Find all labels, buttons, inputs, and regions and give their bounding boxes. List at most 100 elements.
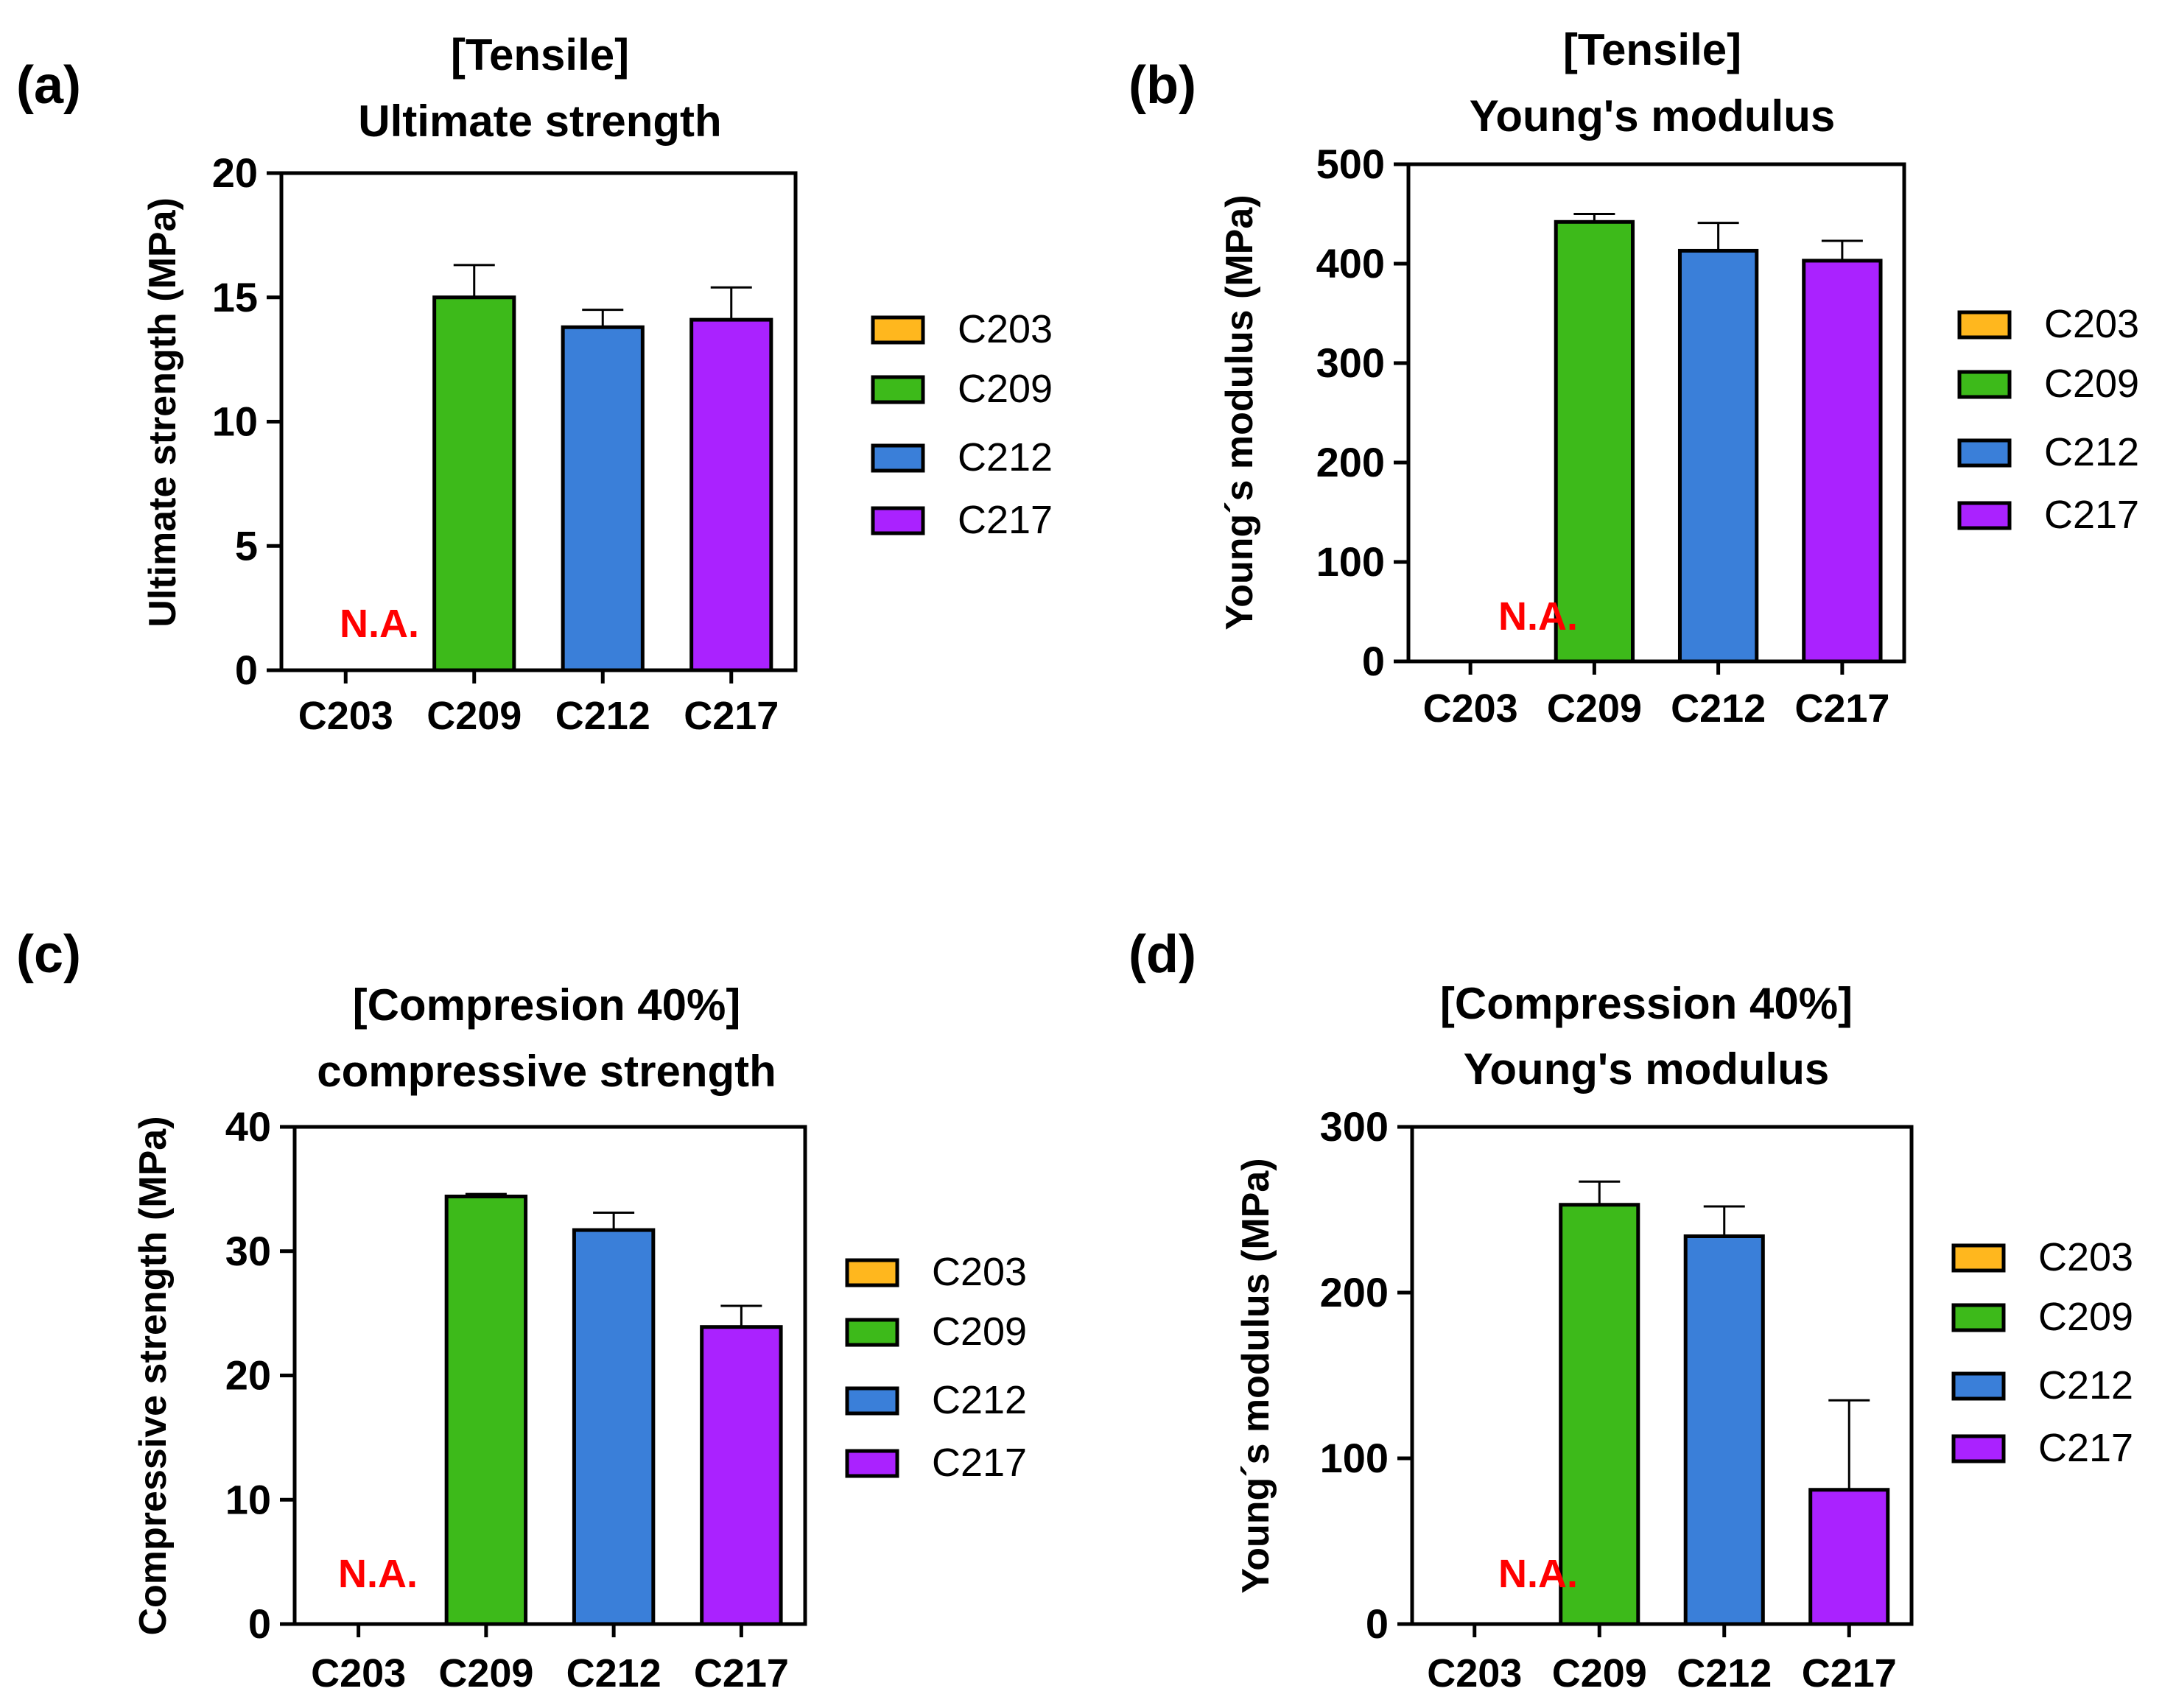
x-tick-label: C203 (1427, 1651, 1522, 1695)
legend-label-c209: C209 (958, 367, 1053, 411)
legend-swatch-c203 (1951, 1243, 2006, 1273)
bar-c217 (1802, 259, 1883, 664)
x-tick-label: C212 (1677, 1651, 1772, 1695)
legend-swatch-c203 (1957, 310, 2012, 340)
chart-panel-c: (c) [Compresion 40%] compressive strength C… (16, 925, 1027, 1695)
legend-swatch-c209 (1957, 370, 2012, 399)
legend-label-c217: C217 (958, 498, 1053, 542)
legend-swatch-c212 (1951, 1371, 2006, 1401)
legend-label-c203: C203 (2044, 302, 2139, 346)
panel-label: (d) (1129, 925, 1196, 984)
na-annotation: N.A. (1498, 594, 1578, 639)
legend-label-c209: C209 (932, 1310, 1027, 1354)
legend-swatch-c203 (871, 315, 925, 345)
legend-label-c212: C212 (932, 1378, 1027, 1422)
legend-swatch-c209 (1951, 1303, 2006, 1332)
legend-label-c217: C217 (932, 1441, 1027, 1485)
legend-swatch-c217 (845, 1449, 899, 1478)
x-tick-label: C203 (1423, 686, 1518, 731)
bar-c212 (561, 325, 645, 672)
y-tick-label: 500 (1316, 141, 1385, 187)
legend-swatch-c209 (871, 375, 925, 404)
chart-title-line-1: [Compression 40%] (1440, 979, 1853, 1028)
x-tick-label: C217 (684, 694, 779, 738)
x-tick-label: C217 (694, 1651, 789, 1695)
legend-swatch-c203 (845, 1258, 899, 1287)
y-tick-label: 0 (1366, 1600, 1389, 1647)
legend-swatch-c217 (871, 506, 925, 535)
y-tick-label: 10 (212, 398, 258, 445)
x-tick-label: C217 (1794, 686, 1889, 731)
y-tick-label: 30 (225, 1228, 271, 1274)
bar-c209 (1559, 1203, 1640, 1626)
x-tick-label: C209 (427, 694, 522, 738)
chart-panel-b: (b) [Tensile] Young's modulus Young´s modul… (1129, 25, 2139, 731)
na-annotation: N.A. (1498, 1552, 1578, 1596)
legend-label-c212: C212 (958, 435, 1053, 479)
legend-label-c203: C203 (932, 1250, 1027, 1294)
chart-title-line-2: Ultimate strength (358, 96, 721, 146)
legend-swatch-c217 (1957, 501, 2012, 530)
y-tick-label: 200 (1320, 1269, 1389, 1315)
legend-label-c217: C217 (2044, 493, 2139, 537)
plot-frame (1410, 1125, 1914, 1626)
x-tick-label: C209 (1547, 686, 1642, 731)
panel-label: (a) (16, 56, 81, 115)
y-tick-label: 40 (225, 1103, 271, 1150)
chart-title-line-1: [Tensile] (1563, 25, 1741, 74)
chart-title-line-2: Young's modulus (1470, 91, 1835, 141)
y-tick-label: 15 (212, 274, 258, 320)
x-tick-label: C217 (1802, 1651, 1897, 1695)
legend-swatch-c209 (845, 1318, 899, 1347)
chart-title-line-1: [Compresion 40%] (353, 980, 741, 1030)
y-tick-label: 20 (225, 1352, 271, 1399)
y-axis-label: Young´s modulus (MPa) (1235, 1158, 1277, 1593)
legend-swatch-c212 (1957, 438, 2012, 468)
bar-c217 (1808, 1488, 1890, 1626)
y-tick-label: 200 (1316, 439, 1385, 485)
legend-swatch-c212 (871, 443, 925, 473)
bar-c209 (432, 295, 516, 672)
x-tick-label: C212 (1671, 686, 1766, 731)
y-tick-label: 5 (235, 522, 258, 569)
x-tick-label: C212 (566, 1651, 661, 1695)
legend-swatch-c212 (845, 1386, 899, 1416)
chart-title-line-1: [Tensile] (451, 30, 629, 80)
y-tick-label: 100 (1320, 1435, 1389, 1481)
y-tick-label: 0 (248, 1600, 271, 1647)
x-tick-label: C209 (438, 1651, 533, 1695)
bar-c209 (444, 1195, 528, 1626)
na-annotation: N.A. (338, 1552, 418, 1596)
y-axis-label: Ultimate strength (MPa) (141, 197, 184, 628)
x-tick-label: C212 (555, 694, 650, 738)
bar-c217 (700, 1325, 783, 1626)
x-tick-label: C203 (311, 1651, 406, 1695)
legend-label-c212: C212 (2044, 430, 2139, 474)
plot-frame (1406, 162, 1906, 664)
y-tick-label: 300 (1316, 340, 1385, 386)
y-axis-label: Compressive strength (MPa) (132, 1116, 175, 1635)
bar-c212 (572, 1228, 656, 1626)
y-tick-label: 400 (1316, 240, 1385, 287)
y-tick-label: 20 (212, 150, 258, 196)
bar-c209 (1554, 219, 1635, 664)
panel-label: (b) (1129, 56, 1196, 115)
x-tick-label: C209 (1552, 1651, 1647, 1695)
legend-label-c217: C217 (2038, 1426, 2133, 1470)
y-tick-label: 300 (1320, 1103, 1389, 1150)
na-annotation: N.A. (340, 602, 419, 646)
chart-title-line-2: compressive strength (317, 1047, 776, 1096)
chart-panel-a: (a) [Tensile] Ultimate strength Ultimate st… (16, 30, 1053, 738)
legend-label-c212: C212 (2038, 1363, 2133, 1407)
panel-label: (c) (16, 925, 81, 984)
bar-c217 (689, 317, 773, 672)
y-tick-label: 0 (235, 647, 258, 693)
y-axis-label: Young´s modulus (MPa) (1218, 194, 1261, 630)
chart-panel-d: (d) [Compression 40%] Young's modulus Young… (1129, 925, 2133, 1695)
legend-swatch-c217 (1951, 1434, 2006, 1463)
y-tick-label: 100 (1316, 538, 1385, 585)
legend-label-c203: C203 (2038, 1235, 2133, 1279)
legend-label-c209: C209 (2038, 1295, 2133, 1339)
bar-c212 (1683, 1234, 1765, 1626)
